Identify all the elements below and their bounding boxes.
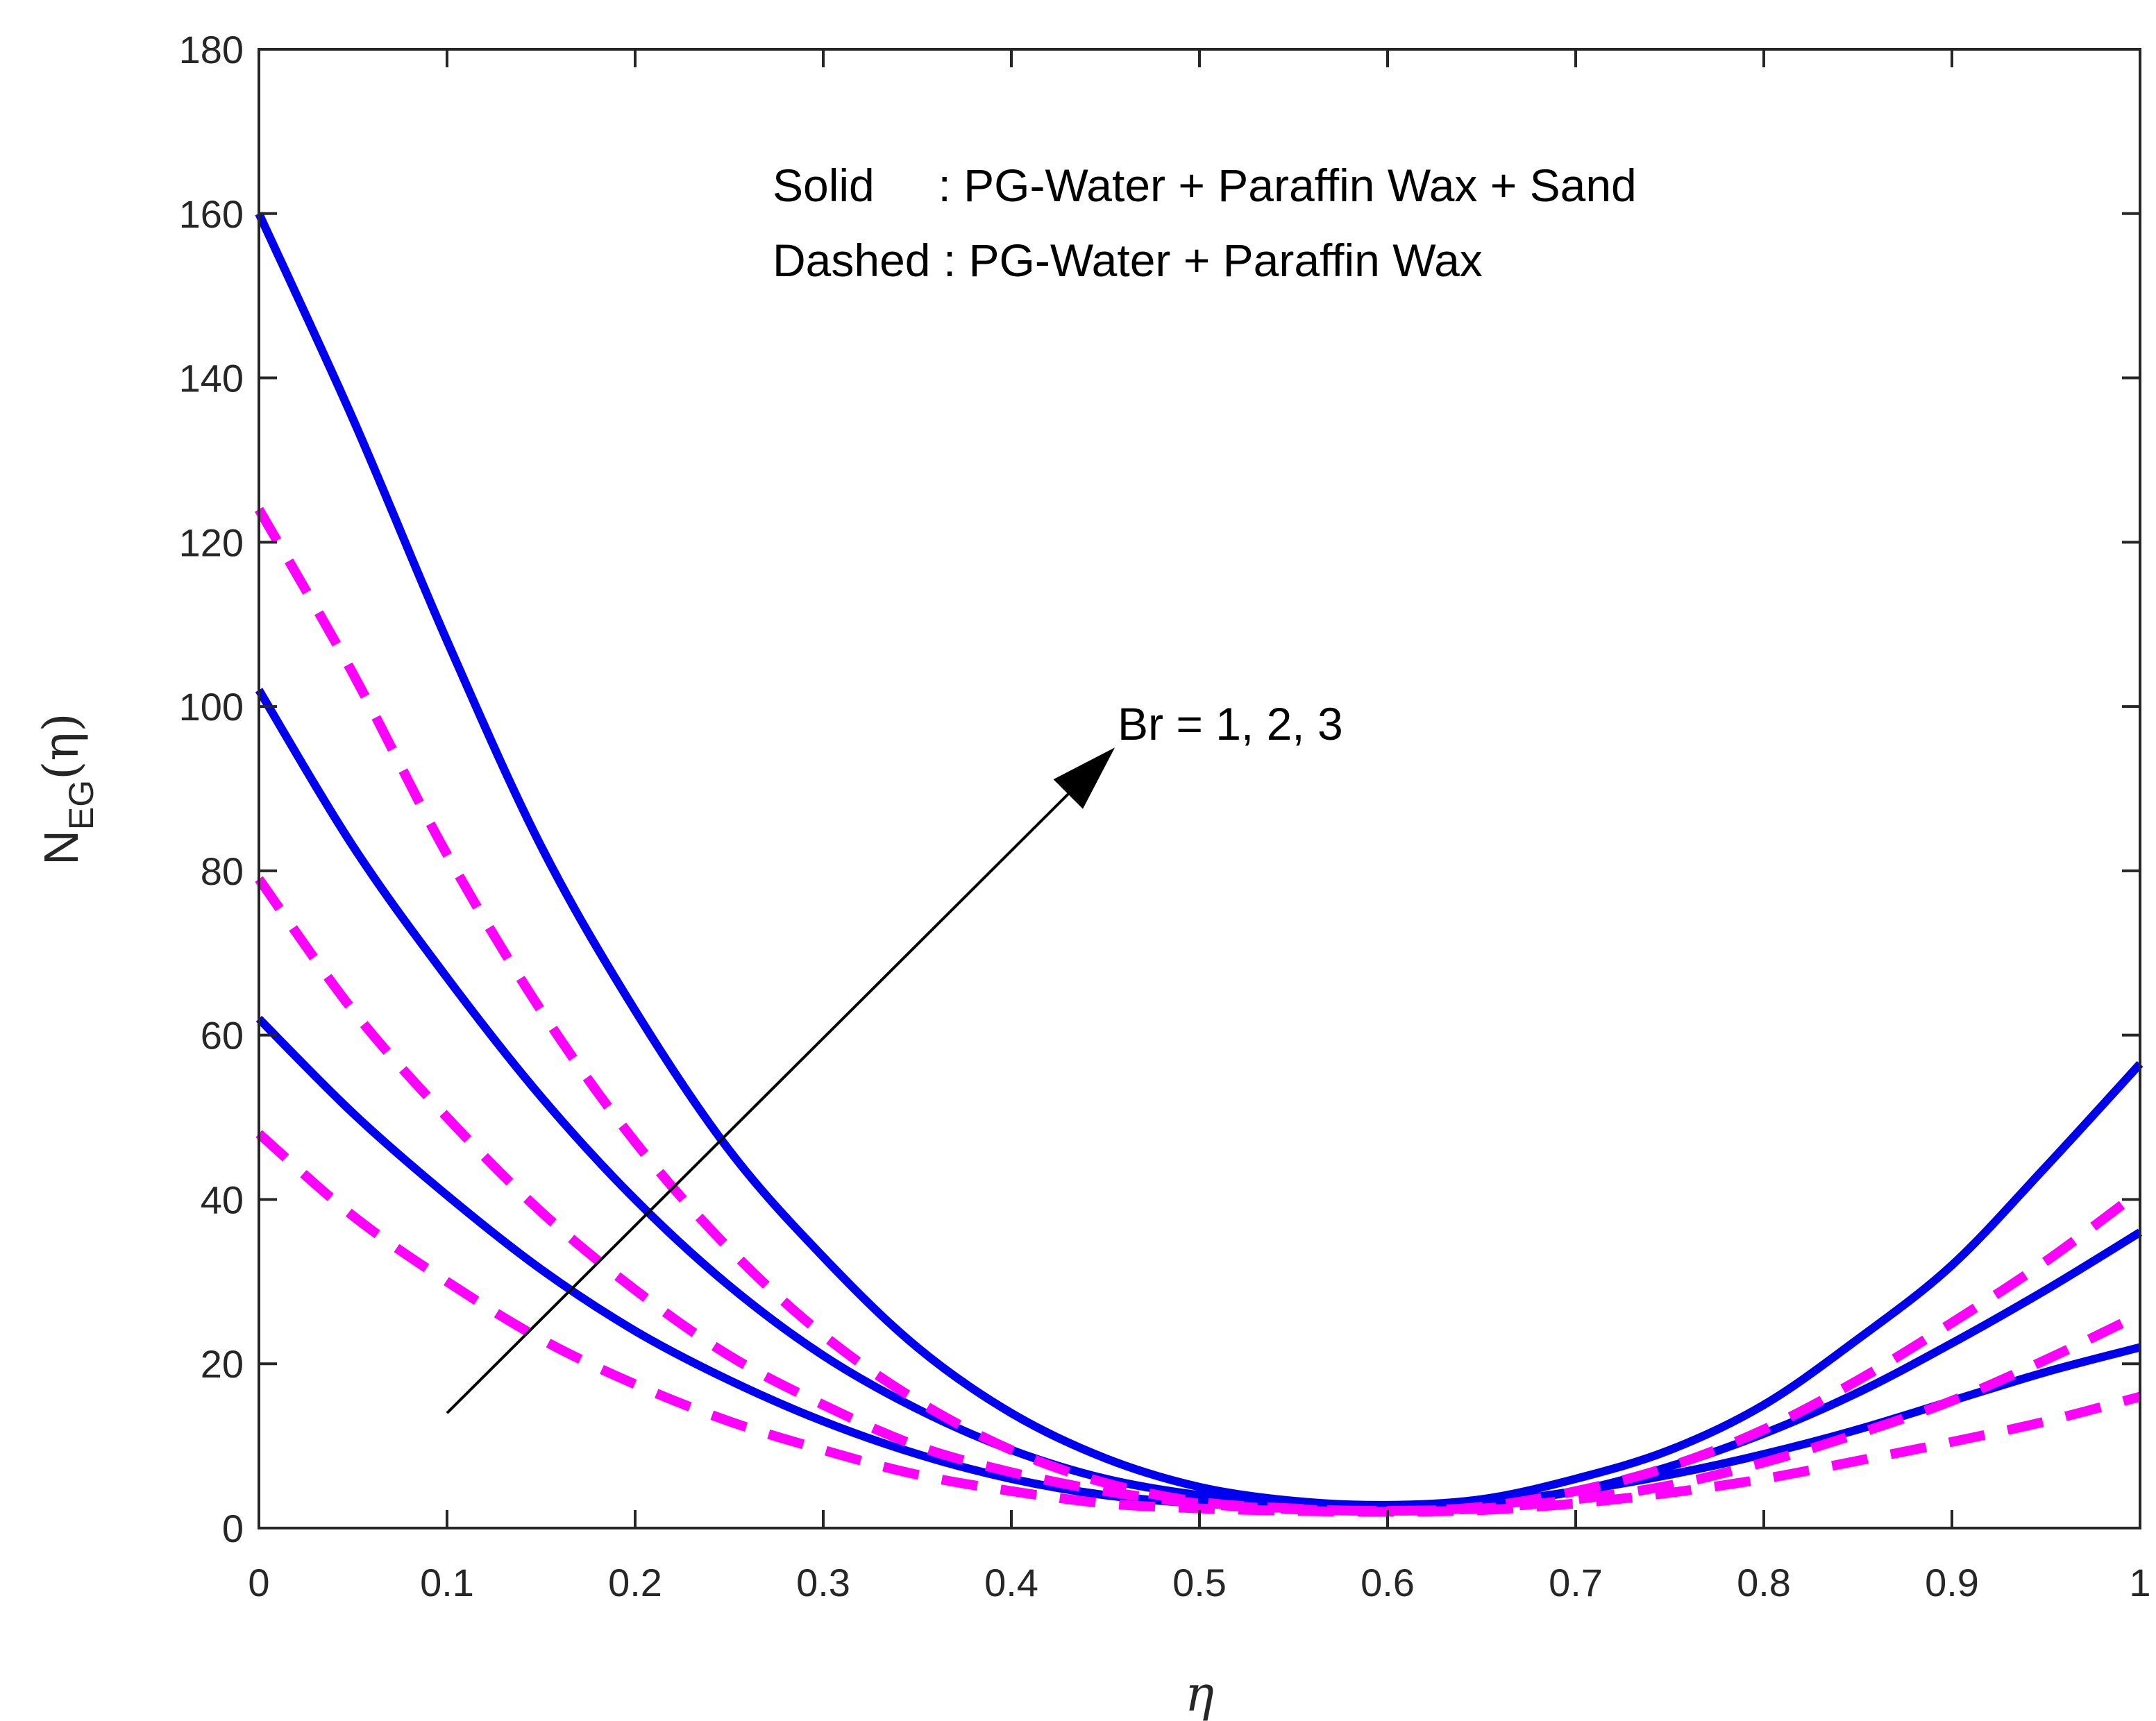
x-tick-label: 0.8 <box>1737 1561 1791 1604</box>
dashed-series-line-2 <box>255 876 2143 1516</box>
x-tick-label: 0.5 <box>1172 1561 1227 1604</box>
x-tick-label: 0.7 <box>1549 1561 1603 1604</box>
y-tick-label: 100 <box>179 685 244 729</box>
x-tick-label: 0.6 <box>1361 1561 1415 1604</box>
y-tick-label: 0 <box>222 1507 244 1550</box>
solid-series-line-3 <box>255 212 2144 1509</box>
x-tick-label: 0.3 <box>796 1561 850 1604</box>
y-tick-label: 160 <box>179 192 244 236</box>
y-tick-label: 40 <box>201 1178 244 1221</box>
x-tick-label: 1 <box>2129 1561 2150 1604</box>
svg-text:NEG(η): NEG(η) <box>33 713 101 865</box>
legend-dashed-text: Dashed : PG-Water + Paraffin Wax <box>773 235 1483 286</box>
y-tick-label: 140 <box>179 357 244 400</box>
y-tick-label: 120 <box>179 520 244 564</box>
dashed-series-line-1 <box>255 1130 2141 1517</box>
y-tick-label: 60 <box>201 1014 244 1058</box>
y-tick-label: 180 <box>179 28 244 71</box>
x-tick-label: 0.4 <box>984 1561 1038 1604</box>
x-tick-label: 0.2 <box>608 1561 662 1604</box>
arrow-label: Br = 1, 2, 3 <box>1118 698 1343 749</box>
dashed-series-line-3 <box>254 507 2144 1516</box>
ticks-layer: 0 0.1 0.2 0.3 0.4 0.5 0.6 0.7 0.8 0.9 1 0 20 40 60 80 10… <box>179 28 2151 1604</box>
y-tick-label: 80 <box>201 849 244 893</box>
series-layer <box>254 212 2144 1517</box>
x-tick-label: 0.9 <box>1925 1561 1979 1604</box>
br-arrow <box>446 747 1115 1414</box>
legend-solid-text: Solid : PG-Water + Paraffin Wax + Sand <box>773 160 1637 211</box>
arrow-shaft <box>446 792 1070 1414</box>
y-axis-label-arg: (η) <box>33 713 90 780</box>
y-axis-label-main: N <box>34 830 88 865</box>
y-axis-label-sub: EG <box>62 780 101 830</box>
x-tick-label: 0 <box>248 1561 269 1604</box>
arrow-head <box>1053 747 1115 809</box>
y-tick-label: 20 <box>201 1342 244 1386</box>
solid-series-line-2 <box>255 688 2143 1511</box>
y-axis-label: NEG(η) <box>33 713 101 865</box>
x-tick-label: 0.1 <box>420 1561 474 1604</box>
x-axis-label: η <box>1185 1665 1214 1721</box>
